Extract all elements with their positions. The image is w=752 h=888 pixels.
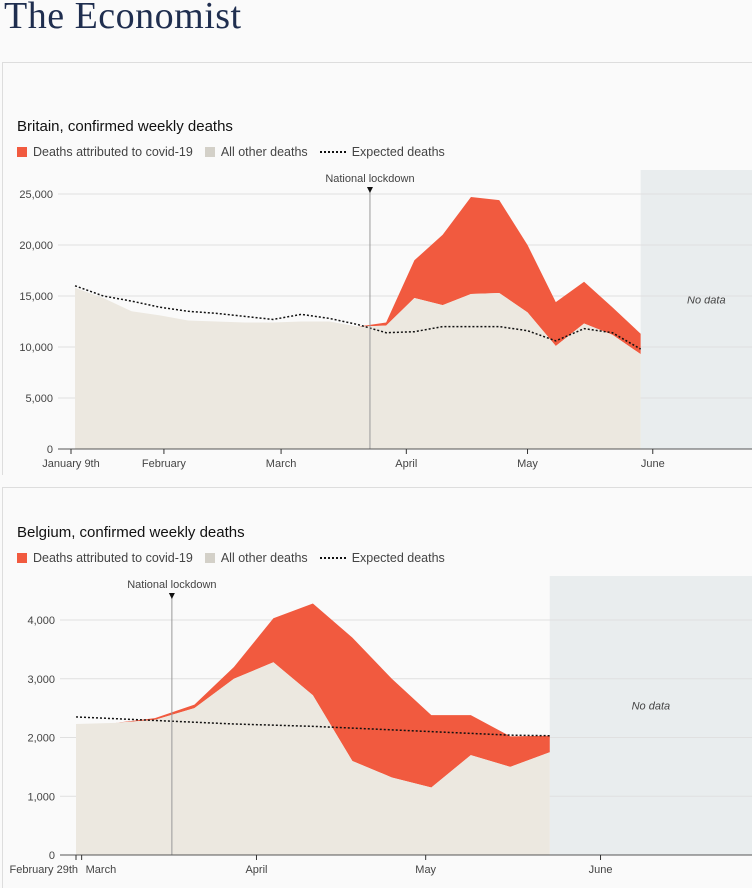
brand-logo[interactable]: The Economist (4, 0, 242, 37)
legend-covid-label: Deaths attributed to covid-19 (33, 145, 193, 159)
expected-deaths-line (74, 285, 642, 350)
x-tick-label: April (245, 864, 267, 876)
x-tick-label: May (517, 458, 538, 470)
lockdown-label: National lockdown (127, 579, 216, 591)
y-tick-label: 25,000 (19, 189, 53, 201)
belgium-chart-title: Belgium, confirmed weekly deaths (17, 524, 245, 541)
no-data-region (640, 170, 752, 449)
no-data-region (549, 576, 752, 855)
legend-expected-label: Expected deaths (351, 551, 445, 565)
other-deaths-area (75, 287, 641, 449)
legend-other-swatch (204, 147, 215, 157)
expected-deaths-line (75, 716, 550, 737)
x-tick-label: March (86, 864, 117, 876)
legend-covid-label: Deaths attributed to covid-19 (33, 551, 193, 565)
lockdown-marker (168, 593, 175, 599)
no-data-label: No data (687, 295, 726, 307)
legend-other-swatch (204, 553, 215, 563)
britain-chart-title: Britain, confirmed weekly deaths (17, 118, 233, 135)
x-tick-label: June (641, 458, 665, 470)
no-data-label: No data (632, 701, 671, 713)
y-tick-label: 5,000 (25, 393, 53, 405)
lockdown-marker (366, 187, 373, 193)
y-tick-label: 15,000 (19, 291, 53, 303)
legend-covid-swatch (17, 147, 27, 157)
covid-deaths-area (76, 603, 550, 788)
x-tick-label: February 29th (10, 864, 78, 876)
x-tick-label: March (266, 458, 297, 470)
y-tick-label: 3,000 (27, 674, 55, 686)
covid-deaths-area (75, 197, 641, 355)
x-tick-label: June (589, 864, 613, 876)
lockdown-label: National lockdown (325, 173, 414, 185)
belgium-legend: Deaths attributed to covid-19 All other … (17, 551, 445, 565)
legend-expected-swatch (319, 557, 346, 559)
x-tick-label: February (142, 458, 187, 470)
y-tick-label: 20,000 (19, 240, 53, 252)
legend-other-label: All other deaths (220, 145, 308, 159)
y-tick-label: 0 (49, 850, 55, 862)
y-tick-label: 2,000 (27, 733, 55, 745)
y-tick-label: 4,000 (27, 615, 55, 627)
y-tick-label: 0 (47, 444, 53, 456)
x-tick-label: May (415, 864, 436, 876)
legend-covid-swatch (17, 553, 27, 563)
legend-expected-swatch (319, 151, 346, 153)
other-deaths-area (76, 662, 550, 855)
britain-legend: Deaths attributed to covid-19 All other … (17, 145, 445, 159)
legend-other-label: All other deaths (220, 551, 308, 565)
y-tick-label: 1,000 (27, 791, 55, 803)
x-tick-label: January 9th (42, 458, 99, 470)
y-tick-label: 10,000 (19, 342, 53, 354)
legend-expected-label: Expected deaths (351, 145, 445, 159)
x-tick-label: April (395, 458, 417, 470)
